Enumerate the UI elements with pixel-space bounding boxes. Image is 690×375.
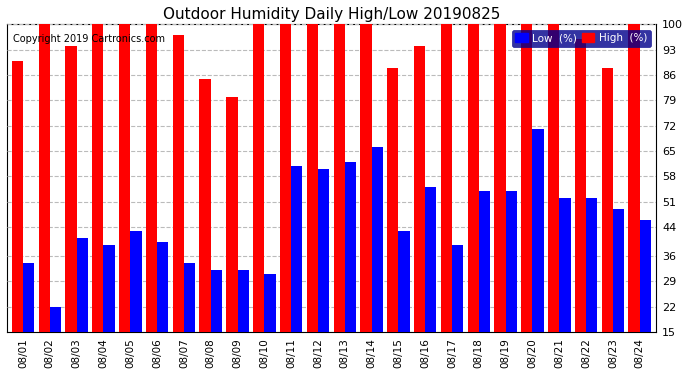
Bar	[360, 24, 372, 375]
Bar	[333, 24, 345, 375]
Bar	[92, 24, 104, 375]
Bar	[441, 24, 452, 375]
Bar	[50, 307, 61, 375]
Bar	[253, 24, 264, 375]
Bar	[172, 35, 184, 375]
Bar	[452, 245, 463, 375]
Bar	[210, 270, 222, 375]
Bar	[23, 263, 34, 375]
Bar	[119, 24, 130, 375]
Bar	[425, 187, 437, 375]
Bar	[548, 24, 560, 375]
Bar	[506, 191, 517, 375]
Bar	[318, 169, 329, 375]
Bar	[468, 24, 479, 375]
Bar	[307, 24, 318, 375]
Bar	[199, 79, 210, 375]
Bar	[629, 24, 640, 375]
Bar	[146, 24, 157, 375]
Bar	[372, 147, 383, 375]
Bar	[157, 242, 168, 375]
Bar	[12, 61, 23, 375]
Bar	[345, 162, 356, 375]
Legend: Low  (%), High  (%): Low (%), High (%)	[511, 30, 651, 47]
Bar	[184, 263, 195, 375]
Bar	[613, 209, 624, 375]
Bar	[560, 198, 571, 375]
Bar	[387, 68, 398, 375]
Bar	[521, 24, 533, 375]
Bar	[280, 24, 291, 375]
Bar	[237, 270, 249, 375]
Bar	[226, 97, 237, 375]
Bar	[39, 24, 50, 375]
Bar	[264, 274, 275, 375]
Bar	[291, 165, 302, 375]
Bar	[602, 68, 613, 375]
Bar	[414, 46, 425, 375]
Bar	[104, 245, 115, 375]
Bar	[495, 24, 506, 375]
Text: Copyright 2019 Cartronics.com: Copyright 2019 Cartronics.com	[13, 34, 166, 44]
Bar	[398, 231, 410, 375]
Bar	[640, 220, 651, 375]
Title: Outdoor Humidity Daily High/Low 20190825: Outdoor Humidity Daily High/Low 20190825	[163, 7, 500, 22]
Bar	[575, 39, 586, 375]
Bar	[77, 238, 88, 375]
Bar	[586, 198, 598, 375]
Bar	[533, 129, 544, 375]
Bar	[479, 191, 490, 375]
Bar	[130, 231, 141, 375]
Bar	[66, 46, 77, 375]
